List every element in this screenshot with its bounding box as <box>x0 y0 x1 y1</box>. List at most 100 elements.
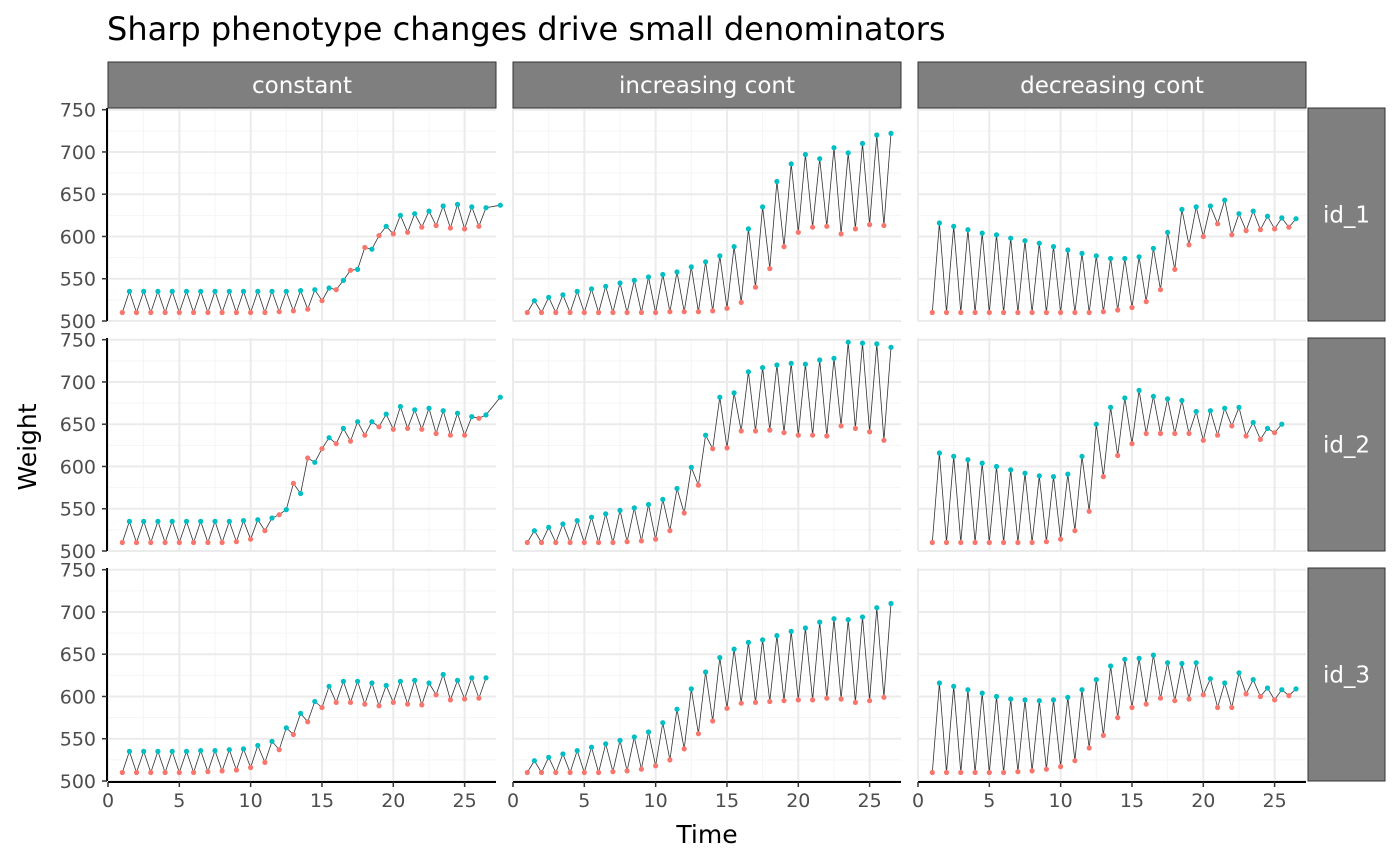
data-point-teal <box>1222 197 1228 203</box>
data-point-teal <box>298 710 304 717</box>
data-point-red <box>262 309 268 316</box>
data-point-teal <box>1150 245 1156 251</box>
x-tick-label: 20 <box>381 790 405 812</box>
x-tick-label: 0 <box>507 790 519 812</box>
data-point-red <box>476 695 482 701</box>
column-strip-bg <box>917 61 1307 109</box>
data-point-red <box>362 432 368 438</box>
data-point-teal <box>531 298 538 304</box>
data-point-red <box>262 528 268 534</box>
data-point-teal <box>674 706 680 712</box>
data-point-teal <box>397 212 403 218</box>
data-point-teal <box>312 698 318 705</box>
data-point-teal <box>1250 677 1256 683</box>
data-point-teal <box>126 748 132 755</box>
data-point-teal <box>497 394 503 400</box>
data-point-red <box>191 539 197 546</box>
data-point-teal <box>298 288 304 294</box>
data-point-red <box>133 539 140 546</box>
data-point-teal <box>469 675 475 681</box>
data-point-red <box>476 223 482 229</box>
data-point-teal <box>1279 215 1285 221</box>
data-point-teal <box>531 528 538 534</box>
data-point-red <box>119 769 125 776</box>
data-point-teal <box>560 751 566 757</box>
data-point-teal <box>255 517 261 523</box>
data-point-teal <box>1036 473 1042 479</box>
data-point-teal <box>631 734 637 740</box>
y-tick-label: 700 <box>60 602 96 624</box>
data-point-teal <box>326 435 332 441</box>
data-point-teal <box>169 748 175 755</box>
data-point-red <box>319 704 325 711</box>
data-point-red <box>881 437 887 443</box>
data-point-red <box>596 309 602 316</box>
data-point-red <box>462 432 468 438</box>
row-strip-label: id_1 <box>1323 203 1370 229</box>
data-point-red <box>972 309 978 316</box>
data-point-teal <box>603 511 609 517</box>
data-point-teal <box>326 683 332 689</box>
data-point-red <box>767 266 773 272</box>
x-tick-label: 5 <box>983 790 995 812</box>
data-point-teal <box>283 725 289 731</box>
x-tick-label: 20 <box>786 790 810 812</box>
data-point-teal <box>1108 255 1114 262</box>
data-point-teal <box>688 464 694 470</box>
data-point-red <box>958 539 964 546</box>
facet-panel <box>917 108 1306 322</box>
data-point-red <box>305 306 311 312</box>
data-point-red <box>610 539 616 546</box>
x-tick-label: 10 <box>1049 790 1073 812</box>
data-point-teal <box>1179 660 1185 667</box>
y-tick-label: 550 <box>60 269 96 291</box>
data-point-red <box>319 446 325 452</box>
data-point-red <box>738 428 744 434</box>
data-point-teal <box>845 617 851 623</box>
data-point-red <box>653 309 659 316</box>
data-point-teal <box>1250 208 1256 214</box>
data-point-red <box>1200 692 1206 698</box>
data-point-teal <box>340 425 346 431</box>
data-point-teal <box>845 150 851 156</box>
data-point-teal <box>774 362 780 368</box>
data-point-teal <box>1222 405 1228 411</box>
y-tick-label: 750 <box>60 560 96 582</box>
data-point-red <box>162 769 168 776</box>
data-point-teal <box>412 211 418 217</box>
data-point-red <box>1115 307 1121 313</box>
data-point-red <box>305 455 311 461</box>
data-point-red <box>1200 437 1206 443</box>
data-point-red <box>1172 698 1178 704</box>
data-point-red <box>1043 766 1049 772</box>
data-point-teal <box>1050 697 1057 703</box>
data-point-teal <box>574 518 580 524</box>
data-point-red <box>1229 704 1235 711</box>
row-strip-bg <box>1307 567 1386 782</box>
data-point-teal <box>717 655 723 661</box>
data-point-teal <box>1293 216 1299 222</box>
data-point-teal <box>888 344 894 350</box>
data-point-red <box>1243 433 1249 439</box>
data-point-red <box>538 309 545 316</box>
data-point-teal <box>1079 687 1085 693</box>
data-point-red <box>219 539 225 546</box>
data-point-red <box>710 308 716 314</box>
data-point-red <box>1243 228 1249 234</box>
data-point-red <box>376 233 382 239</box>
data-point-teal <box>126 518 132 525</box>
data-point-teal <box>1279 687 1285 693</box>
series-connector-line <box>931 390 1283 543</box>
data-point-teal <box>631 505 637 511</box>
data-point-teal <box>774 633 780 639</box>
data-point-red <box>1001 539 1007 546</box>
data-point-red <box>867 698 873 704</box>
data-point-red <box>419 702 425 708</box>
data-point-red <box>1015 769 1021 775</box>
data-point-red <box>248 309 254 316</box>
y-tick-label: 650 <box>60 414 96 436</box>
data-point-teal <box>745 226 752 232</box>
data-point-red <box>1143 430 1149 437</box>
data-point-red <box>824 433 830 439</box>
